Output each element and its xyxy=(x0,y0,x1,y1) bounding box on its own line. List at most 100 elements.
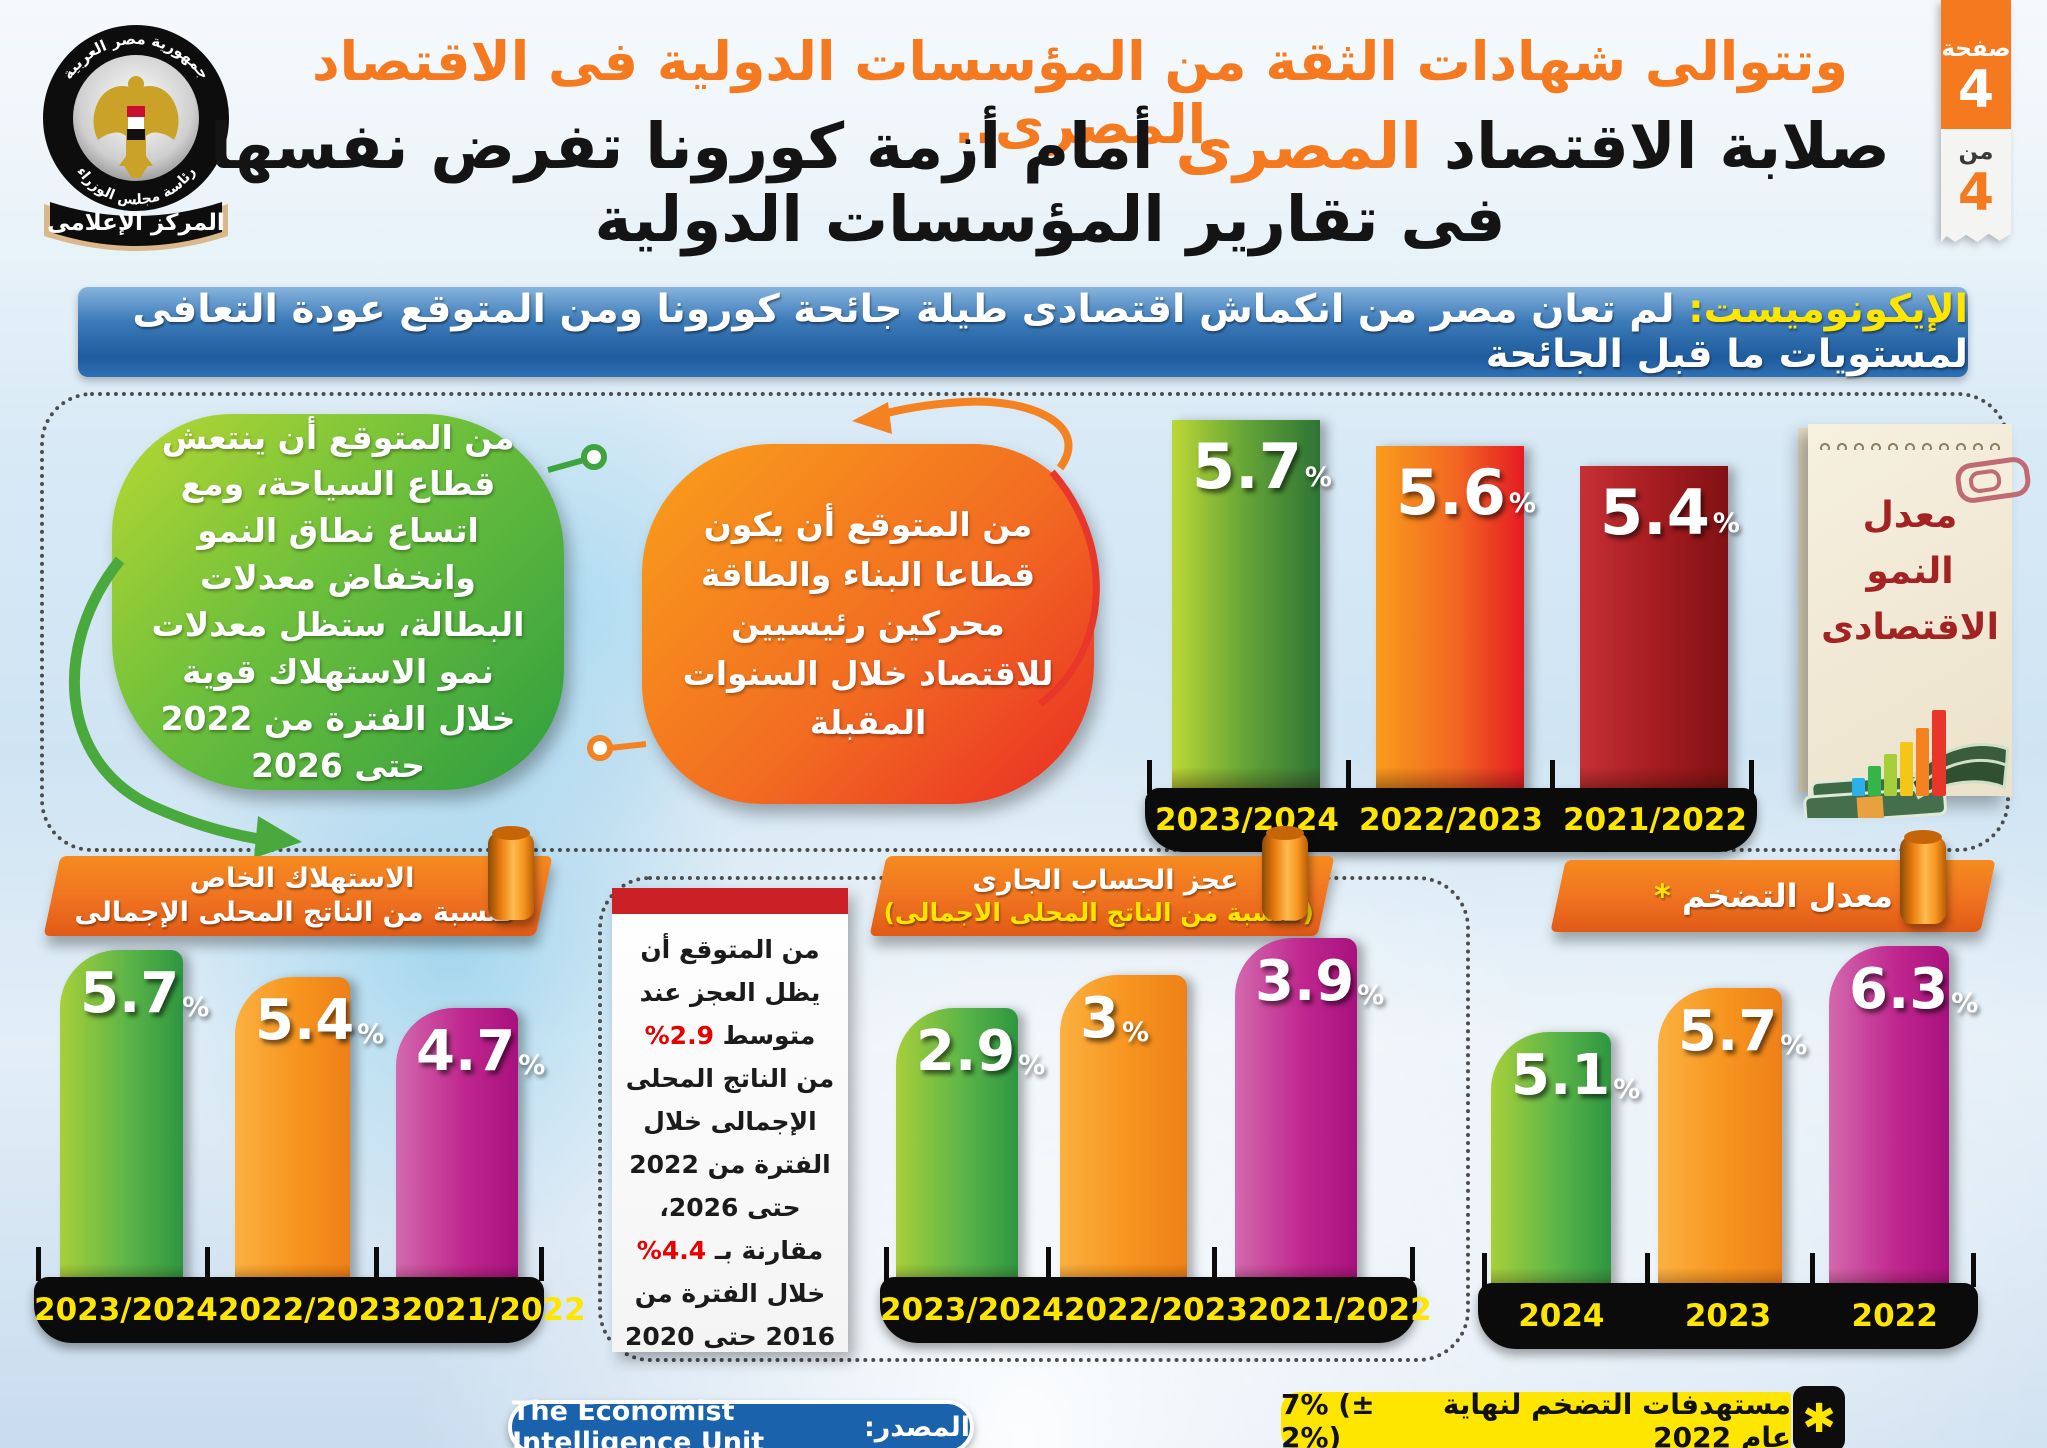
headline-pre: صلابة الاقتصاد xyxy=(1421,110,1891,183)
x-axis-category: 2022/2023 xyxy=(1063,1292,1248,1328)
x-axis-category: 2022/2023 xyxy=(217,1292,402,1328)
inflation-x-axis: 2024 2023 2022 xyxy=(1478,1283,1978,1349)
footnote-value: 7% (± 2%) xyxy=(1281,1388,1375,1448)
headline-post: أمام أزمة كورونا تفرض نفسها فى تقارير ال… xyxy=(210,110,1506,256)
axis-tick xyxy=(1645,1253,1650,1287)
axis-tick xyxy=(1147,760,1152,794)
consumption-bar-2021-2022: 4.7% xyxy=(396,1008,546,1292)
bar-value-label: 5.1% xyxy=(1511,1043,1641,1108)
growth-bar-2021-2022: 5.4% xyxy=(1580,466,1740,795)
bar-value-label: 3.9% xyxy=(1255,949,1385,1014)
growth-x-axis: 2023/2024 2022/2023 2021/2022 xyxy=(1145,788,1757,852)
inflation-bar-2024: 5.1% xyxy=(1491,1032,1641,1296)
deficit-avg-value: 2.9% xyxy=(644,1021,714,1050)
deficit-x-axis: 2023/2024 2022/2023 2021/2022 xyxy=(880,1277,1432,1343)
logo-ribbon-text: المركز الإعلامى xyxy=(47,210,225,236)
axis-tick xyxy=(205,1247,210,1281)
x-axis-category: 2023/2024 xyxy=(34,1292,218,1328)
headline-title: صلابة الاقتصاد المصرى أمام أزمة كورونا ت… xyxy=(180,110,1920,256)
page-number-total: من 4 xyxy=(1941,128,2011,243)
x-axis-category: 2021/2022 xyxy=(1563,802,1747,838)
consumption-bar-2023-2024: 5.7% xyxy=(60,950,210,1292)
economist-quote-banner: الإيكونوميست: لم تعان مصر من انكماش اقتص… xyxy=(78,287,1968,377)
ribbon-title-line1: الاستهلاك الخاص xyxy=(189,863,414,895)
x-axis-category: 2023/2024 xyxy=(1155,802,1339,838)
axis-tick xyxy=(1971,1253,1976,1287)
axis-tick xyxy=(1046,1247,1051,1281)
axis-tick xyxy=(539,1247,544,1281)
bar-value-label: 5.6% xyxy=(1396,456,1536,529)
axis-tick xyxy=(1550,760,1555,794)
deficit-bar-2023-2024: 2.9% xyxy=(896,1008,1046,1292)
ribbon-scroll-icon xyxy=(488,826,534,920)
growth-bar-2023-2024: 5.7% xyxy=(1172,420,1332,795)
quote-text: لم تعان مصر من انكماش اقتصادى طيلة جائحة… xyxy=(132,287,1968,377)
ribbon-title-line2: (كنسبة من الناتج المحلى الاجمالى) xyxy=(883,898,1314,928)
growth-bar-2022-2023: 5.6% xyxy=(1376,446,1536,795)
growth-chart-title: معدل النمو الاقتصادى xyxy=(1821,495,1999,648)
axis-tick xyxy=(1482,1253,1487,1287)
deficit-compare-value: 4.4% xyxy=(636,1236,707,1265)
deficit-bar-2022-2023: 3% xyxy=(1060,975,1187,1292)
money-growth-icon xyxy=(1803,710,2010,818)
ribbon-scroll-icon xyxy=(1900,830,1946,924)
source-highlight: الإيكونوميست: xyxy=(1688,287,1968,332)
bar-value-label: 3% xyxy=(1080,986,1150,1051)
growth-rate-note-card: معدل النمو الاقتصادى xyxy=(1803,424,2033,818)
deficit-bar-2021-2022: 3.9% xyxy=(1235,938,1385,1292)
ribbon-title: معدل التضخم * xyxy=(1653,877,1893,915)
footnote-text: مستهدفات التضخم لنهاية عام 2022 xyxy=(1442,1388,1791,1448)
cabinet-media-center-logo: جمهورية مصر العربية رئاسة مجلس الوزراء ا… xyxy=(43,25,229,251)
consumption-bar-2022-2023: 5.4% xyxy=(235,977,385,1292)
construction-energy-note-bubble: من المتوقع أن يكون قطاعا البناء والطاقة … xyxy=(642,444,1094,804)
page-number-badge: صفحة 4 من 4 xyxy=(1941,0,2011,248)
mini-bar-chart-icon xyxy=(1852,710,1946,796)
bar-value-label: 5.4% xyxy=(1600,476,1740,549)
inflation-bar-2022: 6.3% xyxy=(1829,946,1978,1296)
tourism-consumption-note-bubble: من المتوقع أن ينتعش قطاع السياحة، ومع ات… xyxy=(112,414,564,790)
consumption-chart-title-ribbon: الاستهلاك الخاص كنسبة من الناتج المحلى ا… xyxy=(43,856,553,936)
bar-value-label: 5.7% xyxy=(80,961,210,1026)
consumption-x-axis: 2023/2024 2022/2023 2021/2022 xyxy=(34,1277,586,1343)
x-axis-category: 2022 xyxy=(1851,1298,1938,1334)
spiral-binding-icon xyxy=(1818,436,2002,450)
axis-tick xyxy=(36,1247,41,1281)
headline-highlight: المصرى xyxy=(1175,110,1422,183)
bar-value-label: 5.7% xyxy=(1192,430,1332,503)
x-axis-category: 2023/2024 xyxy=(880,1292,1064,1328)
bar-value-label: 5.4% xyxy=(255,988,385,1053)
axis-tick xyxy=(1346,760,1351,794)
eagle-emblem-icon xyxy=(93,76,179,178)
bar-value-label: 4.7% xyxy=(416,1019,546,1084)
x-axis-category: 2022/2023 xyxy=(1359,802,1543,838)
source-label: المصدر: xyxy=(863,1411,970,1443)
source-pill: المصدر: The Economist Intelligence Unit xyxy=(508,1396,974,1448)
bar-value-label: 5.7% xyxy=(1678,999,1808,1064)
axis-tick xyxy=(1749,760,1754,794)
inflation-target-footnote: 7% (± 2%) مستهدفات التضخم لنهاية عام 202… xyxy=(1281,1388,1791,1448)
source-name: The Economist Intelligence Unit xyxy=(512,1396,765,1448)
footnote-asterisk: * xyxy=(1653,877,1671,915)
note-red-header xyxy=(612,888,848,914)
x-axis-category: 2024 xyxy=(1518,1298,1605,1334)
ribbon-title-line2: كنسبة من الناتج المحلى الإجمالى xyxy=(74,897,515,928)
axis-tick xyxy=(1410,1247,1415,1281)
x-axis-category: 2021/2022 xyxy=(1247,1292,1432,1328)
page-number-current: صفحة 4 xyxy=(1941,0,2011,129)
footnote-asterisk-badge: ✱ xyxy=(1793,1386,1845,1448)
paperclip-icon xyxy=(1953,455,2033,505)
axis-tick xyxy=(1212,1247,1217,1281)
bar-value-label: 2.9% xyxy=(916,1019,1046,1084)
deficit-annotation-note: من المتوقع أن يظل العجز عند متوسط 2.9% م… xyxy=(612,888,848,1352)
axis-tick xyxy=(1810,1253,1815,1287)
inflation-bar-2023: 5.7% xyxy=(1658,988,1808,1296)
x-axis-category: 2021/2022 xyxy=(401,1292,586,1328)
headline-kicker: وتتوالى شهادات الثقة من المؤسسات الدولية… xyxy=(311,30,1849,156)
logo-ribbon xyxy=(50,202,222,246)
ribbon-title-line1: عجز الحساب الجارى xyxy=(972,864,1239,896)
x-axis-category: 2023 xyxy=(1684,1298,1772,1334)
ribbon-scroll-icon xyxy=(1262,826,1308,920)
axis-tick xyxy=(374,1247,379,1281)
axis-tick xyxy=(884,1247,889,1281)
